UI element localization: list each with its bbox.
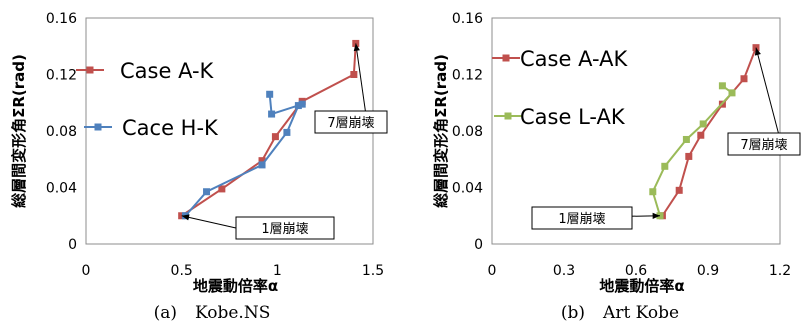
x-tick-label: 0 — [488, 263, 497, 279]
legend-entry: Case A-AK — [492, 47, 628, 71]
y-tick-label: 0.04 — [452, 181, 483, 197]
caption-label: (a) — [154, 303, 177, 323]
annotation-arrow — [755, 47, 779, 134]
data-point — [298, 100, 306, 108]
y-tick-label: 0 — [68, 237, 77, 253]
data-point — [350, 71, 358, 78]
caption-text: Art Kobe — [602, 303, 679, 323]
legend-marker — [502, 54, 510, 62]
y-tick-label: 0.08 — [46, 124, 77, 140]
annotation: 7層崩壊 — [727, 47, 801, 156]
figure-caption: (b) Art Kobe — [561, 303, 679, 323]
legend-marker — [94, 123, 102, 131]
legend-entry: Case A-K — [76, 59, 215, 83]
x-tick-label: 1 — [273, 263, 282, 279]
caption-label: (b) — [561, 303, 585, 323]
data-point — [258, 157, 266, 165]
caption-text: Kobe.NS — [195, 303, 270, 323]
annotation-label: 7層崩壊 — [327, 116, 374, 131]
data-point — [699, 120, 707, 128]
data-point — [266, 90, 274, 98]
annotation-label: 1層崩壊 — [261, 222, 308, 237]
annotation-box — [727, 132, 801, 156]
series-line — [184, 94, 303, 217]
y-tick-label: 0.12 — [46, 68, 77, 84]
data-point — [697, 131, 705, 139]
data-point — [271, 133, 279, 141]
annotation-box — [235, 216, 335, 240]
annotation: 1層崩壊 — [531, 206, 661, 230]
x-axis-label: 地震動倍率α — [599, 277, 684, 295]
data-point — [728, 89, 736, 97]
y-axis-label: 総層間変形角ΣR(rad) — [432, 54, 450, 208]
legend-entry: Case L-AK — [494, 105, 626, 129]
data-point — [718, 82, 726, 90]
legend-label: Case L-AK — [520, 105, 626, 129]
y-tick-label: 0 — [474, 237, 483, 253]
data-point — [740, 75, 748, 83]
legend-label: Cace H-K — [122, 116, 219, 140]
legend-label: Case A-AK — [520, 47, 628, 71]
legend-label: Case A-K — [120, 59, 215, 83]
x-tick-label: 0 — [82, 263, 91, 279]
annotation-label: 7層崩壊 — [740, 138, 787, 153]
series-case-a-ak — [658, 44, 760, 220]
arrowhead — [652, 212, 660, 219]
annotation: 7層崩壊 — [314, 43, 388, 134]
data-point — [294, 102, 302, 110]
annotation-box — [531, 206, 633, 230]
figure-caption: (a) Kobe.NS — [154, 303, 271, 323]
data-point — [283, 128, 291, 136]
legend-marker — [86, 66, 94, 74]
data-point — [203, 188, 211, 196]
y-tick-label: 0.12 — [452, 68, 483, 84]
arrowhead — [181, 214, 190, 221]
y-tick-label: 0.16 — [452, 11, 483, 27]
data-point — [685, 152, 693, 160]
annotation-box — [314, 110, 388, 134]
chart-2: 0 0.04 0.08 0.12 0.16 0 0.3 0.6 0.9 1.2 Case A-AK C… — [432, 11, 801, 323]
data-point — [682, 135, 690, 143]
data-point — [661, 162, 669, 170]
plot-frame — [491, 17, 781, 245]
x-tick-label: 1.5 — [362, 263, 384, 279]
x-tick-label: 0.3 — [553, 263, 575, 279]
x-tick-label: 0.5 — [171, 263, 193, 279]
x-axis-label: 地震動倍率α — [193, 277, 278, 295]
arrowhead — [754, 47, 761, 56]
annotation-arrow — [355, 43, 366, 112]
legend-marker — [504, 112, 512, 120]
annotation-label: 1層崩壊 — [558, 212, 605, 227]
x-tick-label: 0.6 — [625, 263, 647, 279]
x-tick-label: 0.9 — [697, 263, 719, 279]
data-point — [268, 110, 276, 118]
data-point — [649, 188, 657, 196]
legend-entry: Cace H-K — [84, 116, 219, 140]
y-tick-label: 0.16 — [46, 11, 77, 27]
annotation-arrow — [181, 215, 237, 229]
data-point — [675, 186, 683, 194]
data-point — [258, 161, 266, 169]
data-point — [218, 185, 226, 193]
annotation: 1層崩壊 — [181, 214, 335, 240]
arrowhead — [353, 43, 360, 52]
series-cace-h-k — [181, 90, 306, 220]
y-axis-label: 総層間変形角ΣR(rad) — [10, 54, 28, 208]
y-tick-label: 0.08 — [452, 124, 483, 140]
x-tick-label: 1.2 — [769, 263, 791, 279]
y-tick-label: 0.04 — [46, 181, 77, 197]
chart-1: 0 0.04 0.08 0.12 0.16 0 0.5 1 1.5 Case A-K Cace H-… — [10, 11, 388, 323]
